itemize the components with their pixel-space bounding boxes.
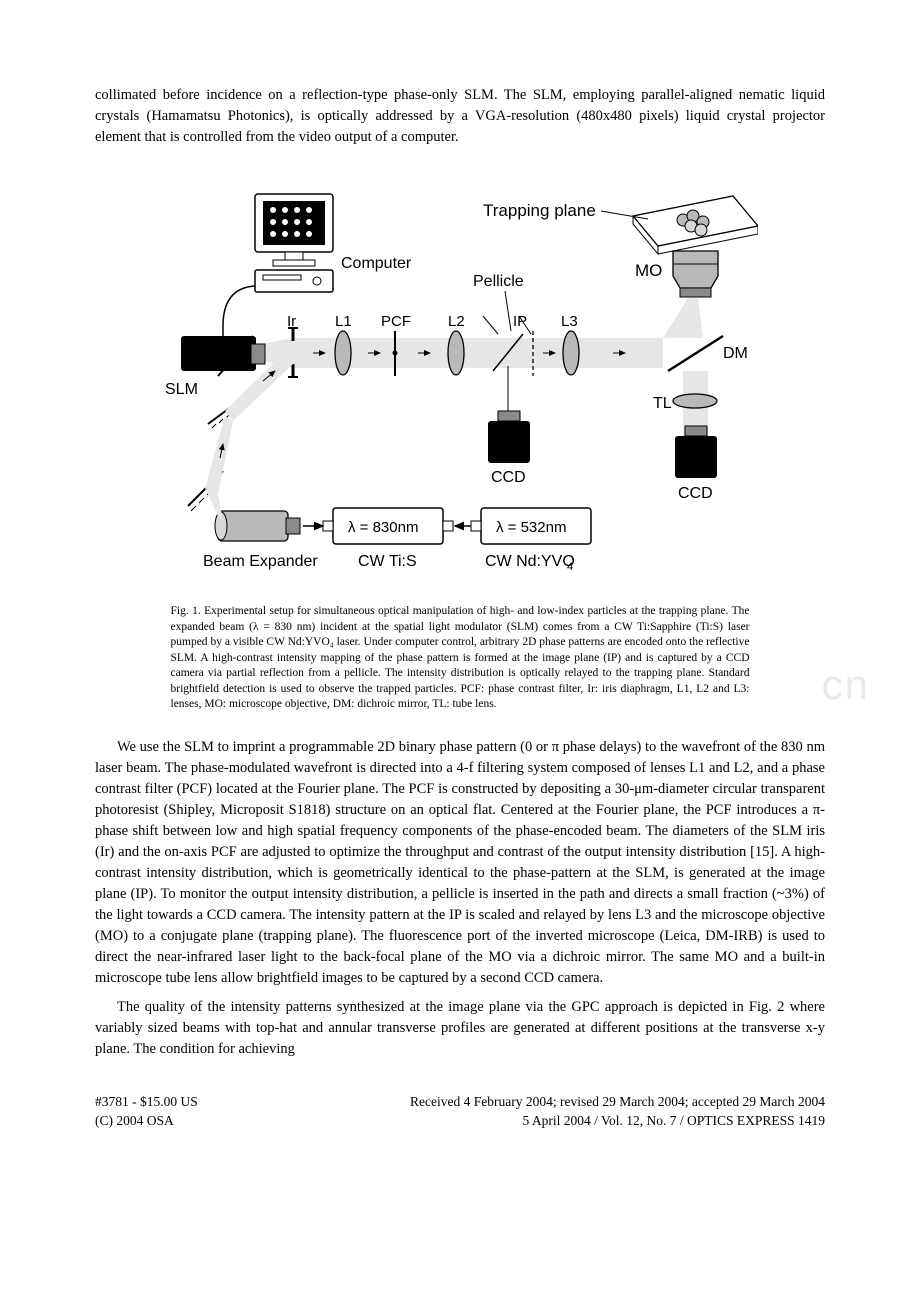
label-ccd2: CCD [678, 485, 713, 502]
label-l2: L2 [448, 313, 465, 330]
pcf-icon [392, 331, 397, 376]
lens-l2-icon [448, 331, 464, 375]
footer-copyright: (C) 2004 OSA [95, 1111, 198, 1131]
trapping-plane-icon: Trapping plane [483, 196, 758, 254]
paragraph-2: We use the SLM to imprint a programmable… [95, 737, 825, 989]
label-lambda830: λ = 830nm [348, 519, 418, 536]
footer-journal: 5 April 2004 / Vol. 12, No. 7 / OPTICS E… [410, 1111, 825, 1131]
ccd2-icon: CCD [675, 426, 717, 502]
beam-expander-icon: Beam Expander [203, 511, 318, 570]
label-pcf: PCF [381, 313, 411, 330]
figure-1-svg: Computer Trapping plane [163, 176, 758, 591]
label-beam-expander: Beam Expander [203, 553, 318, 570]
ccd1-icon: CCD [488, 366, 530, 486]
paragraph-intro: collimated before incidence on a reflect… [95, 85, 825, 148]
paragraph-3: The quality of the intensity patterns sy… [95, 997, 825, 1060]
label-l1: L1 [335, 313, 352, 330]
tis-laser-icon: λ = 830nm CW Ti:S [303, 508, 443, 570]
label-ip: IP [513, 313, 527, 330]
label-computer: Computer [341, 255, 412, 272]
label-ccd1: CCD [491, 469, 526, 486]
label-dm: DM [723, 345, 748, 362]
label-tl: TL [653, 395, 672, 412]
page-footer: #3781 - $15.00 US (C) 2004 OSA Received … [95, 1092, 825, 1131]
mo-icon: MO [635, 251, 718, 297]
figure-1-caption: Fig. 1. Experimental setup for simultane… [171, 604, 750, 713]
dm-icon: DM [668, 336, 748, 371]
watermark-text: cn [822, 655, 870, 716]
label-l3: L3 [561, 313, 578, 330]
figure-1: Computer Trapping plane [163, 176, 758, 713]
lens-l3-icon [563, 331, 579, 375]
label-cw-ndyvo4: CW Nd:YVO [485, 553, 575, 570]
label-cw-ndyvo4-sub: 4 [567, 561, 573, 573]
label-trapping-plane: Trapping plane [483, 201, 596, 220]
footer-dates: Received 4 February 2004; revised 29 Mar… [410, 1092, 825, 1112]
label-lambda532: λ = 532nm [496, 519, 566, 536]
computer-icon: Computer [255, 194, 412, 292]
label-mo: MO [635, 261, 662, 280]
footer-article-id: #3781 - $15.00 US [95, 1092, 198, 1112]
lens-l1-icon [335, 331, 351, 375]
label-pellicle: Pellicle [473, 273, 524, 290]
label-slm: SLM [165, 381, 198, 398]
ndyvo4-laser-icon: λ = 532nm CW Nd:YVO 4 [443, 508, 591, 573]
label-cw-tis: CW Ti:S [358, 553, 417, 570]
